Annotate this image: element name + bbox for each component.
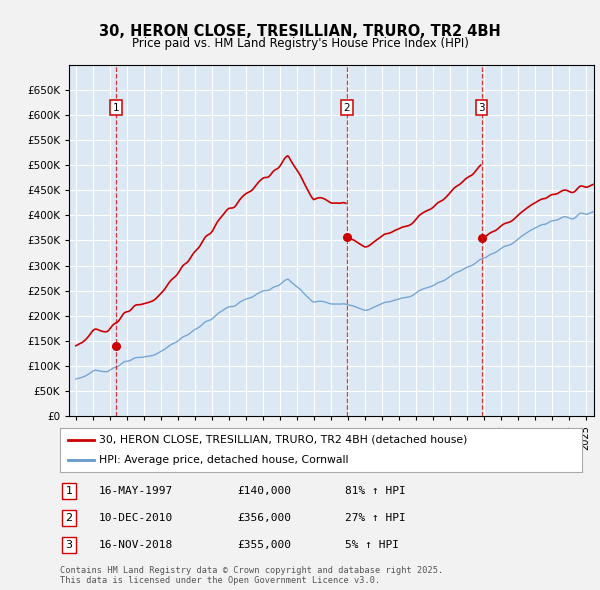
Text: 2: 2 bbox=[65, 513, 73, 523]
Text: 1: 1 bbox=[65, 486, 73, 496]
Text: HPI: Average price, detached house, Cornwall: HPI: Average price, detached house, Corn… bbox=[99, 455, 349, 465]
Text: 16-MAY-1997: 16-MAY-1997 bbox=[99, 486, 173, 496]
Text: £140,000: £140,000 bbox=[237, 486, 291, 496]
Text: Contains HM Land Registry data © Crown copyright and database right 2025.
This d: Contains HM Land Registry data © Crown c… bbox=[60, 566, 443, 585]
Text: Price paid vs. HM Land Registry's House Price Index (HPI): Price paid vs. HM Land Registry's House … bbox=[131, 37, 469, 50]
Text: £356,000: £356,000 bbox=[237, 513, 291, 523]
Text: 10-DEC-2010: 10-DEC-2010 bbox=[99, 513, 173, 523]
Text: £355,000: £355,000 bbox=[237, 540, 291, 550]
Text: 1: 1 bbox=[113, 103, 119, 113]
Text: 5% ↑ HPI: 5% ↑ HPI bbox=[345, 540, 399, 550]
Text: 2: 2 bbox=[343, 103, 350, 113]
Text: 16-NOV-2018: 16-NOV-2018 bbox=[99, 540, 173, 550]
Text: 30, HERON CLOSE, TRESILLIAN, TRURO, TR2 4BH: 30, HERON CLOSE, TRESILLIAN, TRURO, TR2 … bbox=[99, 24, 501, 38]
Text: 81% ↑ HPI: 81% ↑ HPI bbox=[345, 486, 406, 496]
Text: 3: 3 bbox=[478, 103, 485, 113]
Text: 3: 3 bbox=[65, 540, 73, 550]
Text: 30, HERON CLOSE, TRESILLIAN, TRURO, TR2 4BH (detached house): 30, HERON CLOSE, TRESILLIAN, TRURO, TR2 … bbox=[99, 435, 467, 445]
Text: 27% ↑ HPI: 27% ↑ HPI bbox=[345, 513, 406, 523]
